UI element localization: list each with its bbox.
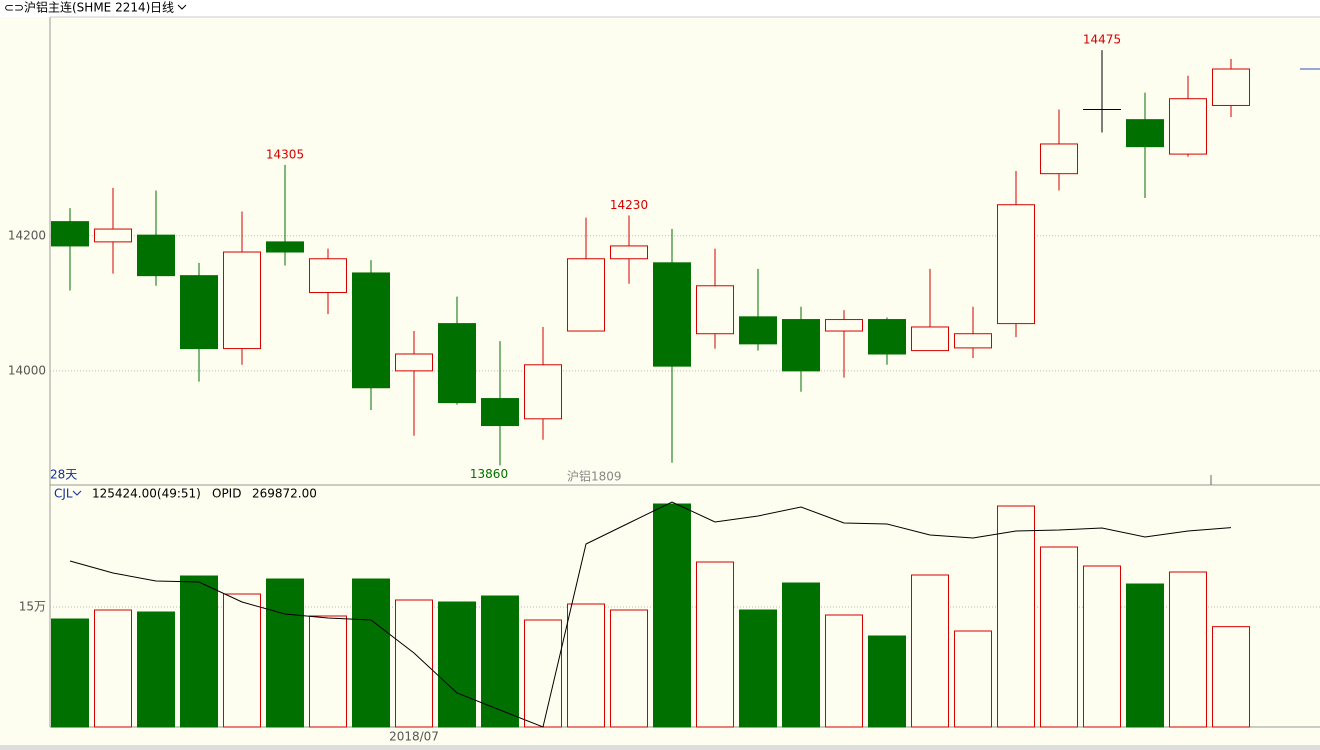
candle-body	[567, 258, 605, 332]
candle-body	[1040, 143, 1078, 175]
dropdown-arrow[interactable]	[72, 490, 82, 496]
candle-body	[954, 333, 992, 349]
candle-body	[137, 234, 175, 277]
volume-bar	[481, 595, 519, 728]
candle-body	[911, 326, 949, 352]
candle-body	[997, 204, 1035, 325]
candle-body	[309, 258, 347, 294]
indicator-name[interactable]: CJL	[54, 487, 73, 501]
candle-body	[782, 319, 820, 372]
volume-bar	[868, 635, 906, 728]
y-tick-label: 14000	[8, 363, 46, 377]
candle-body	[825, 319, 863, 332]
volume-bar	[352, 578, 390, 728]
volume-bar	[1040, 546, 1078, 728]
volume-bar	[911, 574, 949, 728]
volume-bar	[180, 575, 218, 728]
volume-bar	[1169, 571, 1207, 728]
high-label: 14475	[1083, 33, 1121, 47]
volume-bar	[1083, 565, 1121, 728]
candle-body	[481, 398, 519, 427]
candle-body	[524, 364, 562, 420]
volume-bar	[696, 561, 734, 728]
y-tick-label: 15万	[19, 600, 46, 614]
volume-bar	[51, 618, 89, 728]
volume-bar	[739, 609, 777, 728]
candle-body	[868, 319, 906, 355]
x-tick-label: 2018/07	[389, 730, 439, 744]
candle-body	[352, 272, 390, 389]
candle-body	[1212, 68, 1250, 106]
high-label: 14305	[266, 147, 304, 161]
volume-bar	[266, 578, 304, 728]
volume-bar	[94, 609, 132, 728]
icon: ⊂⊃	[4, 1, 24, 15]
volume-bar	[782, 582, 820, 728]
dropdown-arrow[interactable]	[177, 4, 187, 10]
low-label: 13860	[470, 467, 508, 481]
volume-bar	[653, 503, 691, 728]
volume-bar	[567, 603, 605, 728]
oi-line	[69, 501, 1232, 728]
contract-label: 沪铝1809	[567, 469, 622, 484]
volume-bar	[137, 611, 175, 728]
candle-body	[51, 221, 89, 247]
scrollbar[interactable]	[0, 745, 1320, 750]
volume-bar	[825, 614, 863, 728]
candle-body	[395, 353, 433, 372]
candle-body	[94, 228, 132, 243]
range-label: 28天	[50, 468, 77, 482]
volume-bar	[1126, 583, 1164, 728]
candle-body	[739, 316, 777, 345]
candle-body	[180, 275, 218, 350]
line-name: OPID	[212, 487, 241, 501]
volume-bar	[223, 593, 261, 728]
candle-body	[610, 245, 648, 260]
volume-bar	[438, 601, 476, 728]
period[interactable]: 日线	[150, 1, 174, 15]
high-label: 14230	[610, 198, 648, 212]
candle-body	[696, 285, 734, 335]
volume-bar	[997, 505, 1035, 728]
candle-body	[1169, 98, 1207, 155]
line-value: 269872.00	[252, 487, 317, 501]
y-tick-label: 14200	[8, 228, 46, 242]
indicator-value: 125424.00(49:51)	[92, 487, 201, 501]
header-bar	[0, 0, 1320, 17]
candle-body	[438, 323, 476, 404]
candle-body	[223, 251, 261, 350]
volume-bar	[309, 615, 347, 728]
title: 沪铝主连(SHME 2214)	[24, 0, 150, 15]
volume-bar	[395, 599, 433, 728]
volume-bar	[954, 630, 992, 728]
candle-body	[266, 241, 304, 253]
candle-body	[653, 262, 691, 367]
candle-body	[1126, 119, 1164, 148]
volume-bar	[1212, 626, 1250, 728]
volume-bar	[610, 609, 648, 728]
